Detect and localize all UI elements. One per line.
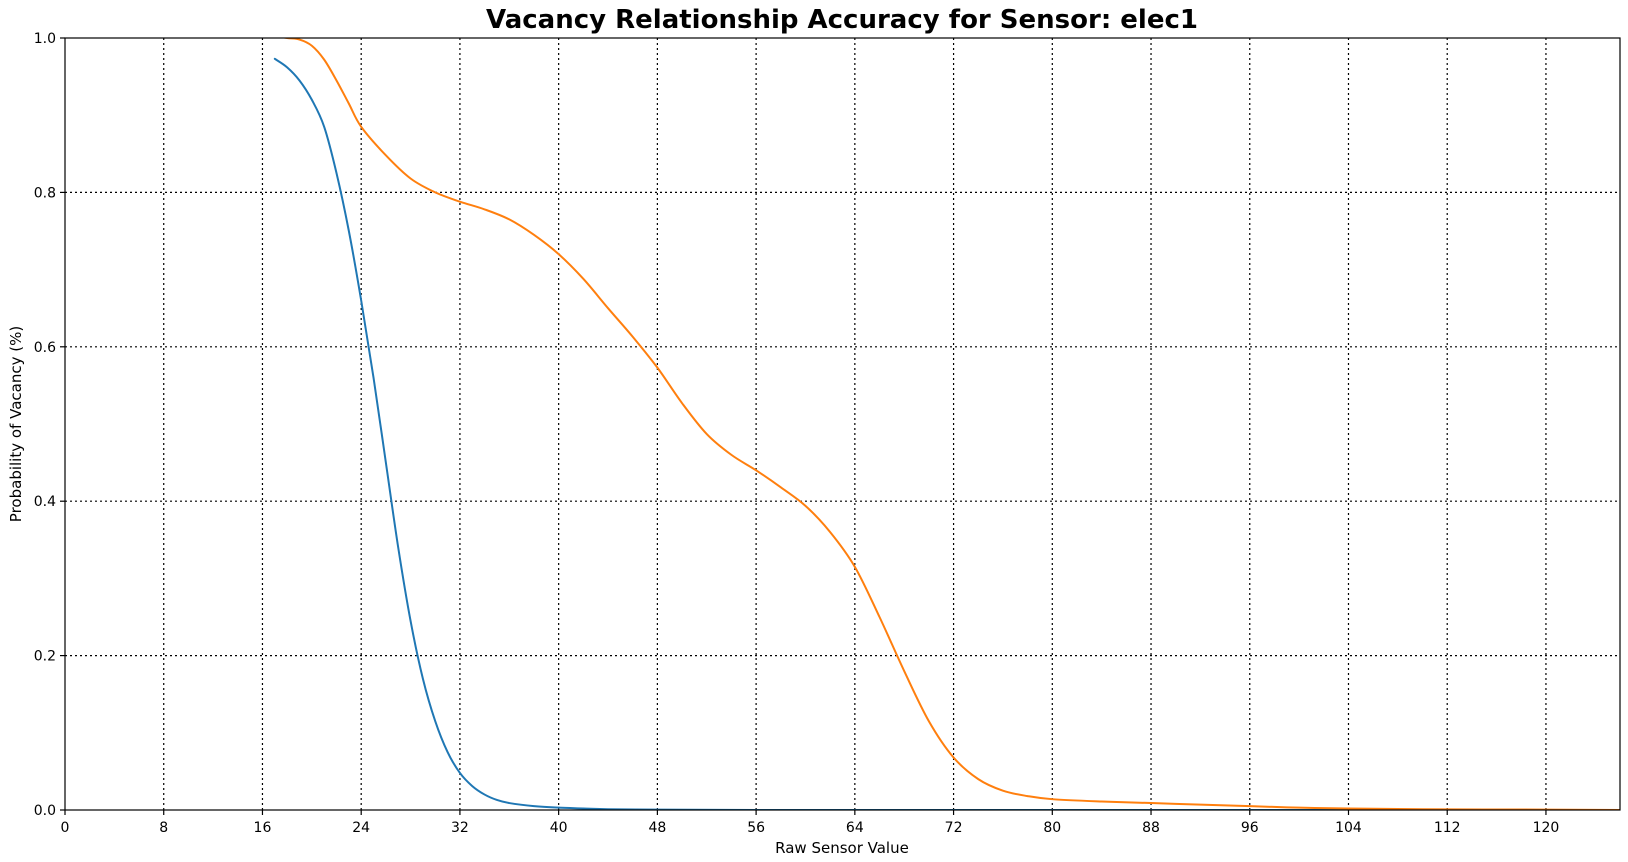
x-tick-label: 0 (61, 820, 70, 836)
x-axis-label: Raw Sensor Value (775, 839, 909, 857)
x-tick-label: 72 (945, 820, 963, 836)
x-tick-label: 40 (550, 820, 568, 836)
y-tick-label: 0.4 (34, 494, 56, 510)
x-tick-label: 24 (352, 820, 370, 836)
y-tick-label: 0.2 (34, 649, 56, 665)
y-tick-label: 1.0 (34, 31, 56, 47)
x-tick-label: 96 (1241, 820, 1259, 836)
x-tick-label: 112 (1434, 820, 1461, 836)
x-tick-label: 32 (451, 820, 469, 836)
x-tick-label: 88 (1142, 820, 1160, 836)
series-line-2 (281, 38, 1620, 810)
x-tick-label: 120 (1533, 820, 1560, 836)
x-tick-label: 64 (846, 820, 864, 836)
y-axis-label: Probability of Vacancy (%) (7, 326, 25, 522)
grid-layer (65, 38, 1620, 810)
x-tick-label: 104 (1335, 820, 1362, 836)
x-tick-label: 48 (648, 820, 666, 836)
chart-title: Vacancy Relationship Accuracy for Sensor… (486, 5, 1198, 35)
x-tick-label: 16 (254, 820, 272, 836)
x-tick-label: 80 (1043, 820, 1061, 836)
series-layer (273, 38, 1620, 810)
x-tick-label: 56 (747, 820, 765, 836)
series-group (273, 38, 1620, 810)
y-tick-label: 0.0 (34, 803, 56, 819)
y-tick-label: 0.6 (34, 340, 56, 356)
y-tick-label: 0.8 (34, 185, 56, 201)
x-tick-label: 8 (159, 820, 168, 836)
series-line-1 (273, 57, 1620, 810)
plot-frame (64, 37, 1621, 811)
tick-layer: 0 8 16 24 32 40 48 56 64 72 80 88 96 104 112 120 0.0 0.2 0… (34, 31, 1560, 836)
